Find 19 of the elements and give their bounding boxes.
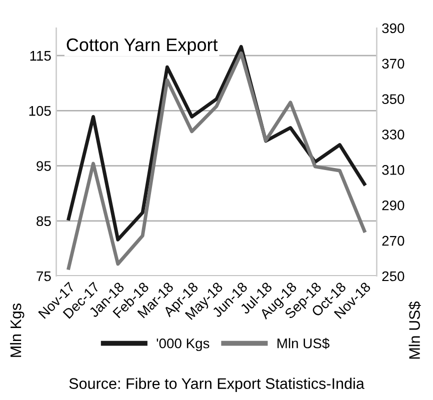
y2-axis-title: Mln US$	[408, 302, 421, 359]
y2-tick-label: 390	[382, 23, 404, 34]
y2-tick-label: 370	[382, 58, 404, 69]
legend-label: Mln US$	[278, 338, 330, 350]
y-tick-label: 105	[29, 106, 51, 116]
y2-tick-label: 330	[382, 130, 404, 140]
y-tick-label: 95	[36, 161, 51, 171]
y-axis-title: Mln Kgs	[10, 304, 24, 357]
y2-tick-label: 350	[382, 94, 404, 104]
y-tick-label: 75	[36, 271, 51, 282]
y2-tick-label: 310	[382, 165, 404, 175]
y-tick-label: 85	[36, 216, 51, 226]
y2-tick-label: 270	[382, 236, 404, 246]
legend-label: '000 Kgs	[156, 338, 210, 352]
y2-tick-label: 290	[382, 200, 404, 210]
y-tick-label: 115	[30, 51, 51, 61]
source-note: Source: Fibre to Yarn Export Statistics-India	[69, 378, 364, 392]
y2-tick-label: 250	[382, 271, 404, 282]
text: Cotton Yarn Export	[66, 38, 218, 55]
